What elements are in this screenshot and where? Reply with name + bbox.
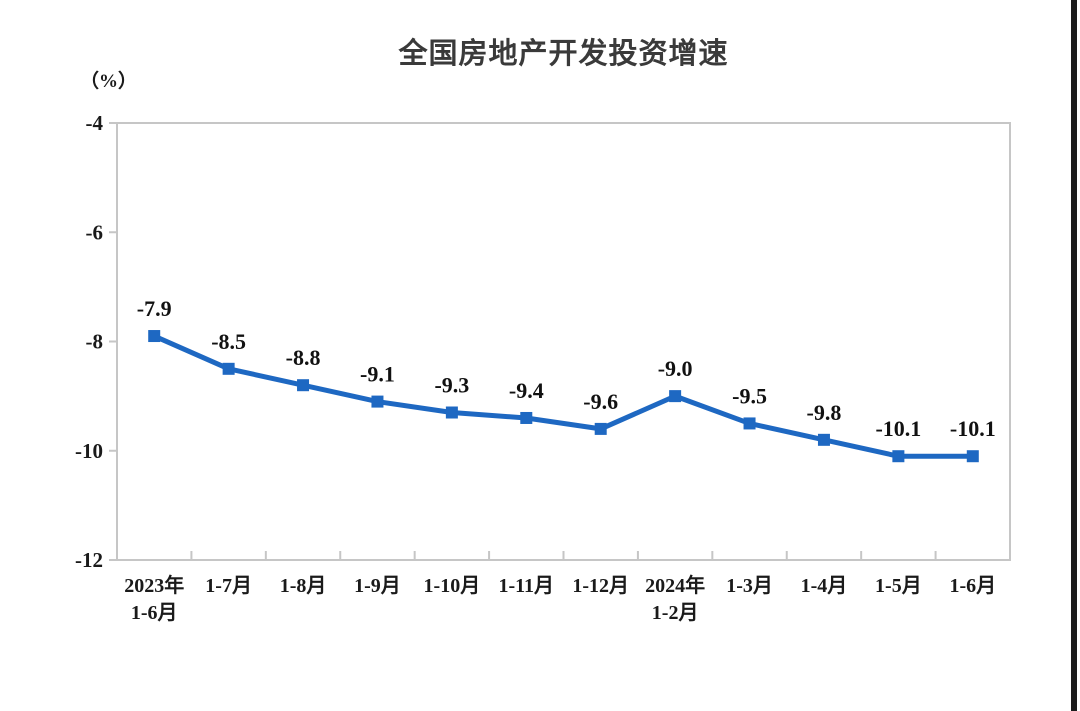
y-tick-label: -4 [86,111,104,135]
x-category-label: 1-9月 [354,575,401,597]
data-point-marker [892,450,905,463]
data-point-label: -9.0 [658,356,693,381]
data-point-marker [222,362,235,375]
x-category-label: 1-4月 [801,575,848,597]
data-point-label: -9.1 [360,362,395,387]
x-category-label: 1-11月 [499,575,555,597]
x-category-label: 1-8月 [280,575,327,597]
x-category-label: 2023年 1-6月 [124,573,184,624]
data-point-label: -9.4 [509,378,544,403]
x-category-label: 1-10月 [424,575,481,597]
y-axis-unit-label: （%） [80,71,138,92]
x-category-label: 1-12月 [572,575,629,597]
data-point-label: -10.1 [950,416,996,441]
data-point-marker [445,406,458,419]
data-point-marker [148,330,161,343]
y-tick-label: -10 [75,439,103,463]
y-tick-label: -8 [86,330,104,354]
data-point-label: -9.8 [807,400,842,425]
data-point-marker [594,422,607,435]
x-category-label: 1-3月 [726,575,773,597]
x-category-label: 1-7月 [205,575,252,597]
data-point-label: -7.9 [137,296,172,321]
x-category-label: 1-5月 [875,575,922,597]
data-point-label: -9.6 [583,389,618,414]
data-point-marker [743,417,756,430]
data-point-label: -9.3 [434,373,469,398]
data-point-label: -8.5 [211,329,246,354]
y-tick-label: -6 [86,220,104,244]
plot-area-border [116,122,1011,561]
data-point-marker [520,411,533,424]
data-point-label: -10.1 [875,416,921,441]
data-point-marker [371,395,384,408]
x-category-label: 1-6月 [949,575,996,597]
data-point-marker [817,433,830,446]
chart-title: 全国房地产开发投资增速 [398,36,729,70]
data-point-label: -9.5 [732,383,767,408]
data-point-marker [669,390,682,403]
screenshot-right-edge [1071,0,1077,711]
x-category-label: 2024年 1-2月 [645,573,705,624]
y-tick-label: -12 [75,548,103,572]
data-point-label: -8.8 [286,345,321,370]
series-line [151,333,976,459]
data-point-marker [297,379,310,392]
data-point-marker [966,450,979,463]
